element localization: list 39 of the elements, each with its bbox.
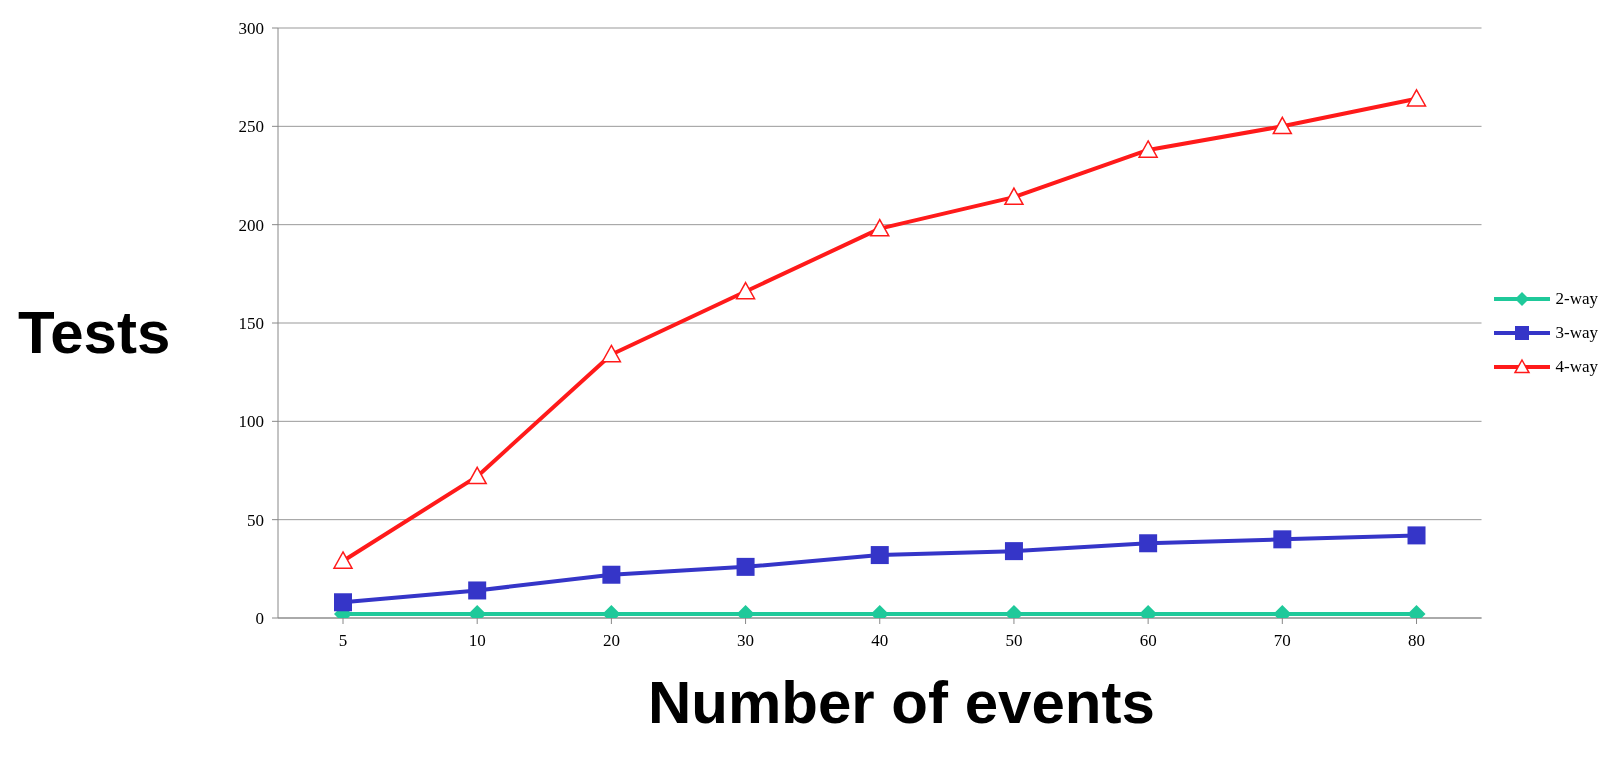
x-tick-label: 5 xyxy=(338,631,348,651)
legend-label: 3-way xyxy=(1555,323,1598,343)
point xyxy=(602,565,621,584)
point xyxy=(601,344,622,363)
x-tick-label: 80 xyxy=(1408,631,1426,651)
point xyxy=(1138,140,1158,158)
point xyxy=(1272,116,1293,135)
y-tick-label: 0 xyxy=(255,609,264,629)
x-tick-label: 50 xyxy=(1005,631,1023,651)
point xyxy=(870,546,889,565)
y-tick-label: 250 xyxy=(238,117,264,137)
point xyxy=(1139,534,1158,553)
x-tick-label: 10 xyxy=(468,631,486,651)
point xyxy=(467,466,487,485)
x-tick-label: 40 xyxy=(871,631,889,651)
point xyxy=(1406,89,1427,107)
point xyxy=(735,281,756,300)
x-tick-label: 70 xyxy=(1273,631,1291,651)
x-tick-label: 30 xyxy=(737,631,755,651)
y-tick-label: 300 xyxy=(238,19,264,39)
y-tick-label: 200 xyxy=(238,215,264,235)
legend-label: 4-way xyxy=(1555,357,1598,377)
x-tick-label: 60 xyxy=(1139,631,1157,651)
point xyxy=(333,551,353,569)
point xyxy=(1004,542,1023,561)
point xyxy=(1407,526,1426,545)
point xyxy=(1273,530,1292,549)
point xyxy=(870,218,890,237)
y-tick-label: 50 xyxy=(247,510,264,530)
point xyxy=(468,581,487,600)
point xyxy=(1004,187,1024,206)
x-axis-title: Number of events xyxy=(648,668,1155,737)
y-axis-title: Tests xyxy=(18,298,171,367)
y-tick-label: 150 xyxy=(238,314,264,334)
point xyxy=(736,557,755,576)
legend-label: 2-way xyxy=(1555,289,1598,309)
y-tick-label: 100 xyxy=(238,412,264,432)
point xyxy=(334,593,352,612)
x-tick-label: 20 xyxy=(602,631,620,651)
